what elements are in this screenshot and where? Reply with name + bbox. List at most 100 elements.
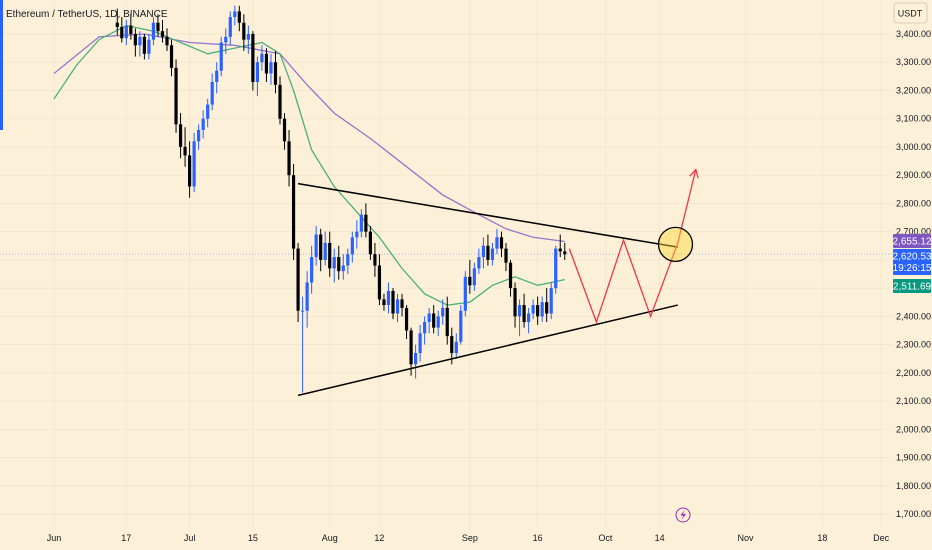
candle-body bbox=[404, 307, 409, 331]
price-tick-label: 2,900.00 bbox=[896, 170, 931, 180]
candle-body bbox=[490, 248, 495, 260]
candle-body bbox=[508, 262, 513, 289]
candle bbox=[174, 59, 178, 133]
candle-body bbox=[115, 22, 119, 27]
candle bbox=[554, 245, 558, 294]
candle bbox=[242, 14, 246, 51]
candle-body bbox=[409, 330, 413, 365]
candle bbox=[237, 5, 241, 32]
candle bbox=[427, 307, 431, 334]
candle-body bbox=[504, 248, 508, 263]
candle bbox=[219, 36, 223, 77]
candle-body bbox=[215, 70, 219, 82]
price-tick-label: 2,300.00 bbox=[896, 340, 931, 350]
symbol-title: Ethereum / TetherUS, 1D, BINANCE bbox=[6, 9, 168, 20]
time-tick-label: Nov bbox=[738, 533, 755, 543]
arrowhead-mark bbox=[689, 168, 699, 179]
candle bbox=[368, 226, 372, 260]
candle-body bbox=[291, 175, 296, 249]
time-tick-label: Jun bbox=[47, 533, 62, 543]
candle bbox=[147, 34, 151, 60]
candle-body bbox=[147, 39, 151, 54]
candle bbox=[382, 293, 386, 311]
candle-body bbox=[120, 26, 124, 39]
candle bbox=[337, 245, 341, 280]
candle-body bbox=[414, 353, 418, 365]
candle bbox=[454, 333, 458, 359]
candle-body bbox=[386, 290, 391, 306]
candle-body bbox=[472, 268, 476, 286]
candle-body bbox=[242, 22, 246, 40]
candle-body bbox=[287, 141, 291, 176]
candle-body bbox=[264, 53, 269, 74]
candle bbox=[432, 305, 436, 334]
candle-body bbox=[224, 36, 228, 43]
candle bbox=[391, 288, 395, 320]
candle-body bbox=[540, 302, 544, 317]
candle bbox=[409, 327, 413, 376]
candle-body bbox=[124, 25, 128, 39]
candle-body bbox=[522, 305, 526, 322]
candle bbox=[260, 45, 264, 71]
candle-body bbox=[341, 265, 345, 272]
candle bbox=[536, 296, 540, 325]
price-tick-label: 2,000.00 bbox=[896, 424, 931, 434]
candle bbox=[183, 127, 187, 167]
breakout-circle[interactable] bbox=[657, 226, 694, 263]
candle bbox=[513, 282, 517, 328]
candle bbox=[359, 209, 363, 238]
triangle-trendlines[interactable] bbox=[297, 182, 678, 397]
candle bbox=[264, 48, 269, 82]
lightning-icon[interactable] bbox=[675, 507, 691, 523]
candle bbox=[291, 163, 296, 260]
candle bbox=[282, 113, 287, 150]
candle-body bbox=[301, 310, 305, 312]
candle-body bbox=[165, 36, 169, 46]
fast-moving-average-line bbox=[53, 24, 565, 306]
candle-body bbox=[499, 237, 504, 249]
candle-body bbox=[355, 231, 359, 238]
candle-body bbox=[382, 299, 386, 306]
candle-body bbox=[296, 248, 300, 311]
candle-body bbox=[495, 237, 499, 249]
candle-body bbox=[282, 118, 287, 142]
candle bbox=[188, 141, 192, 198]
candle-body bbox=[423, 322, 427, 334]
candle bbox=[138, 31, 142, 57]
candle-body bbox=[481, 245, 485, 258]
candle-body bbox=[554, 248, 558, 289]
candle bbox=[124, 19, 128, 46]
trendline bbox=[297, 182, 678, 248]
projection-path[interactable] bbox=[568, 169, 697, 324]
candle bbox=[527, 307, 531, 334]
candle bbox=[486, 234, 490, 266]
candle-body bbox=[545, 302, 549, 314]
candle bbox=[160, 19, 165, 43]
candle bbox=[151, 17, 156, 46]
currency-button[interactable] bbox=[893, 2, 928, 24]
candle bbox=[517, 299, 522, 337]
candle-body bbox=[454, 341, 458, 354]
candle bbox=[206, 98, 210, 128]
candle bbox=[350, 231, 354, 263]
candle bbox=[142, 34, 146, 60]
candle bbox=[328, 231, 332, 277]
candle-body bbox=[183, 146, 187, 156]
candle bbox=[224, 28, 228, 54]
candle-body bbox=[337, 257, 341, 272]
candle bbox=[364, 203, 368, 238]
svg-text:2,655.12: 2,655.12 bbox=[893, 237, 932, 248]
candle-body bbox=[517, 305, 522, 317]
candle bbox=[418, 324, 422, 362]
candle bbox=[233, 5, 237, 26]
candle bbox=[563, 242, 567, 260]
candle bbox=[540, 296, 544, 322]
candle bbox=[178, 113, 183, 159]
candle-body bbox=[513, 288, 517, 317]
price-tick-label: 3,300.00 bbox=[896, 57, 931, 67]
time-axis-panel[interactable] bbox=[0, 528, 932, 550]
time-tick-label: Jul bbox=[184, 533, 196, 543]
candle bbox=[287, 130, 291, 187]
